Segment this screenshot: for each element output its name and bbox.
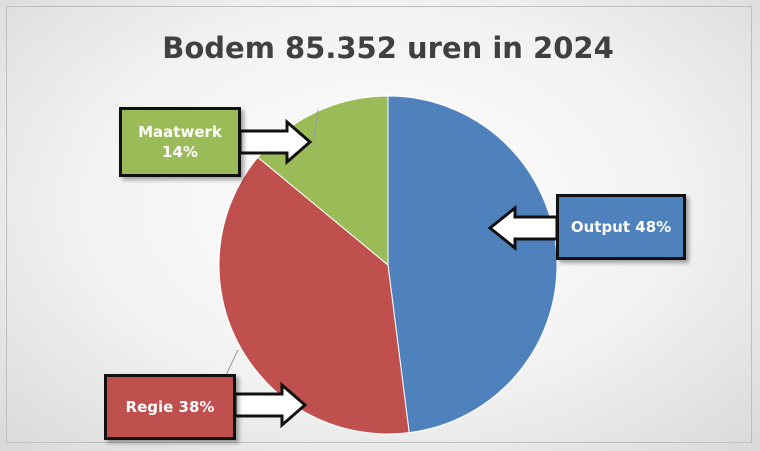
leader-line [312,109,319,147]
chart-frame [6,6,752,443]
arrow [487,204,559,252]
pie-slice [387,95,558,434]
pie-slice [218,156,410,435]
arrow [238,118,313,166]
data-label: Regie 38% [104,374,236,440]
data-label: Maatwerk 14% [119,107,241,177]
arrow [233,381,308,429]
leader-line [225,349,239,376]
data-label: Output 48% [556,194,686,260]
chart-title: Bodem 85.352 uren in 2024 [162,31,614,65]
